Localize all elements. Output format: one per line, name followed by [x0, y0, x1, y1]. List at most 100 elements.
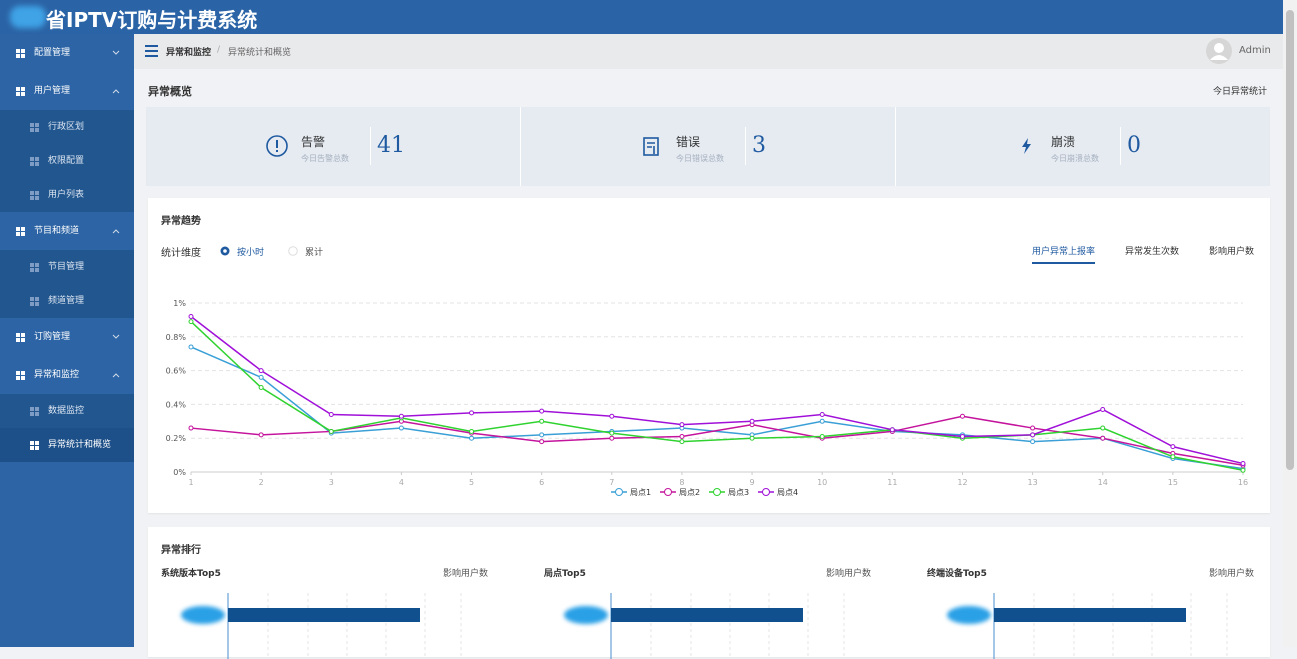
menu-item[interactable]: 数据监控: [0, 394, 134, 428]
stat-icon: [1022, 138, 1031, 154]
icon-square: [30, 446, 34, 450]
icon-square: [21, 376, 25, 380]
chevron-path: [112, 89, 120, 94]
data-point: [188, 319, 194, 325]
menu-group[interactable]: 配置管理: [0, 34, 134, 72]
divider: [520, 107, 521, 186]
data-point: [749, 418, 755, 424]
chevron-path: [112, 334, 120, 339]
divider: [745, 127, 746, 165]
chevron-path: [112, 50, 120, 55]
menu-icon: [30, 407, 39, 416]
data-point: [959, 434, 965, 440]
stat-icon: [643, 137, 659, 156]
legend-item[interactable]: 局点1: [611, 488, 651, 497]
overview-link[interactable]: 今日异常统计: [1213, 87, 1268, 97]
breadcrumb-separator: /: [217, 45, 221, 55]
menu-item-active[interactable]: 异常统计和概览: [0, 428, 134, 462]
icon-square: [30, 302, 34, 306]
tab-active[interactable]: 用户异常上报率: [1032, 244, 1096, 264]
legend-item[interactable]: 局点3: [709, 488, 749, 497]
bar-chart: [564, 593, 845, 659]
menu-icon: [30, 441, 39, 450]
data-point: [819, 418, 825, 424]
menu-group[interactable]: 订购管理: [0, 318, 134, 356]
menu-item[interactable]: 用户列表: [0, 178, 134, 212]
y-tick-label: 0.2%: [166, 434, 187, 443]
tab[interactable]: 影响用户数: [1209, 247, 1255, 257]
x-tick-label: 1: [188, 478, 193, 487]
radio-label[interactable]: 累计: [305, 248, 324, 258]
menu-item[interactable]: 频道管理: [0, 284, 134, 318]
icon-square: [21, 87, 25, 91]
x-tick-label: 14: [1098, 478, 1108, 487]
legend-item[interactable]: 局点2: [660, 488, 700, 497]
data-point: [679, 422, 685, 428]
sidebar: 配置管理 用户管理 行政区划权限配置用户列表节目和频道节目管理 频道管理 订购管理 异常和…: [0, 34, 134, 647]
menu-icon: [16, 49, 25, 58]
legend-marker: [664, 488, 672, 496]
data-point: [609, 430, 615, 436]
legend-marker: [615, 488, 623, 496]
data-point: [258, 374, 264, 380]
y-tick-label: 1%: [173, 299, 186, 308]
icon-square: [21, 333, 25, 337]
scroll-thumb[interactable]: [1286, 10, 1294, 470]
user-name[interactable]: Admin: [1239, 45, 1271, 56]
data-point: [1170, 444, 1176, 450]
bar-chart: [947, 593, 1228, 659]
avatar[interactable]: [1206, 38, 1232, 64]
data-point: [749, 435, 755, 441]
icon-square: [16, 92, 20, 96]
x-tick-label: 6: [539, 478, 544, 487]
icon-square: [21, 49, 25, 53]
y-tick-label: 0.6%: [166, 367, 187, 376]
icon-square: [30, 407, 34, 411]
x-tick-label: 10: [817, 478, 827, 487]
x-tick-label: 16: [1238, 478, 1248, 487]
menu-item[interactable]: 行政区划: [0, 110, 134, 144]
blurred-region: [10, 6, 46, 28]
panel-metric: 影响用户数: [443, 569, 489, 579]
icon-square: [16, 376, 20, 380]
ranking-card: 异常排行 系统版本Top5 影响用户数 局点Top5 影响用户数 终端设备Top5 影响用…: [148, 527, 1270, 659]
data-point: [1240, 461, 1246, 467]
menu-group[interactable]: 节目和频道: [0, 212, 134, 250]
menu-label: 用户列表: [48, 190, 85, 200]
header: 省IPTV订购与计费系统: [0, 0, 1283, 34]
scrollbar[interactable]: [1283, 0, 1297, 647]
menu-label: 权限配置: [48, 156, 85, 166]
data-point: [188, 344, 194, 350]
icon-square: [35, 157, 39, 161]
x-tick-label: 5: [469, 478, 474, 487]
menu-group[interactable]: 用户管理: [0, 72, 134, 110]
icon-square: [35, 302, 39, 306]
menu-toggle[interactable]: [145, 45, 158, 57]
icon-square: [21, 371, 25, 375]
blurred-label: [947, 606, 991, 624]
x-tick-label: 11: [887, 478, 897, 487]
data-point: [258, 385, 264, 390]
stat-label: 告警: [301, 135, 326, 149]
data-point: [1100, 425, 1106, 431]
menu-item[interactable]: 权限配置: [0, 144, 134, 178]
tab[interactable]: 异常发生次数: [1125, 247, 1180, 257]
icon-square: [30, 441, 34, 445]
icon-square: [16, 227, 20, 231]
menu-icon: [16, 87, 25, 96]
section-title: 异常概览: [148, 85, 192, 98]
menu-group[interactable]: 异常和监控: [0, 356, 134, 394]
legend-item[interactable]: 局点4: [758, 488, 798, 497]
data-point: [1170, 454, 1176, 460]
radio-label[interactable]: 按小时: [237, 248, 265, 258]
icon-square: [35, 128, 39, 132]
radio[interactable]: [288, 246, 298, 256]
breadcrumb-item[interactable]: 异常和监控: [166, 48, 212, 58]
menu-label: 节目和频道: [34, 226, 80, 236]
radio-selected[interactable]: [220, 246, 230, 256]
icon-square: [35, 162, 39, 166]
menu-item[interactable]: 节目管理: [0, 250, 134, 284]
blurred-label: [181, 606, 225, 624]
legend-label: 局点1: [630, 488, 651, 497]
card-title: 异常排行: [161, 545, 201, 556]
